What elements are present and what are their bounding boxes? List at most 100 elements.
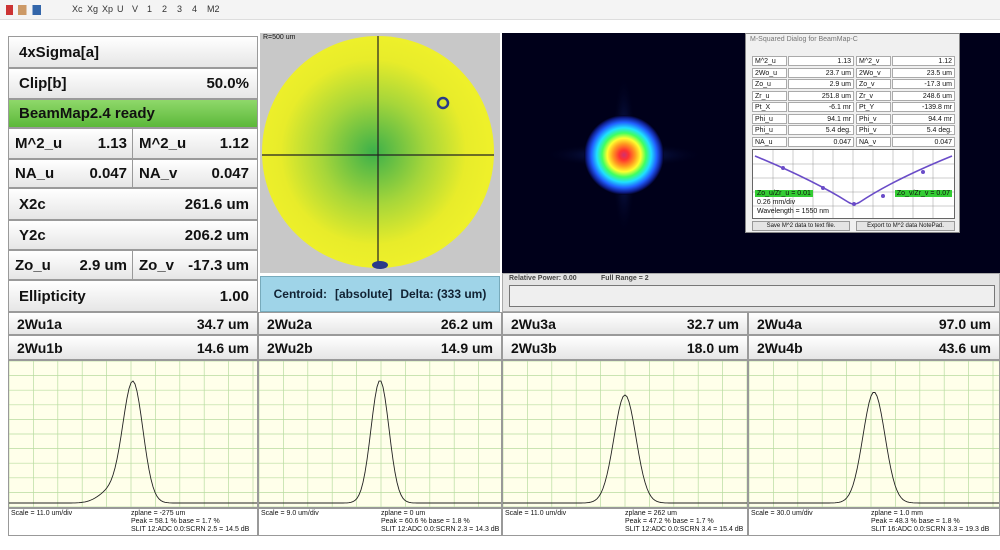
left-panel: 4xSigma[a] Clip[b] 50.0% BeamMap2.4 ready M^… bbox=[8, 36, 258, 312]
width-row: 2Wu2b 14.9 um bbox=[258, 335, 502, 360]
zplane-label: zplane = 262 um bbox=[625, 510, 677, 517]
toolbar-button[interactable]: Xc bbox=[72, 4, 83, 14]
metric-row: NA_u 0.047 NA_v 0.047 bbox=[8, 159, 258, 188]
slit-label: SLIT 12:ADC 0.0:SCRN 2.3 = 14.3 dB bbox=[381, 526, 500, 533]
profile-plot bbox=[502, 360, 749, 508]
dialog-label: Pt_X bbox=[752, 102, 787, 112]
row-label: NA_v bbox=[139, 165, 178, 182]
metric-row: M^2_u 1.13 M^2_u 1.12 bbox=[8, 128, 258, 159]
dialog-label: Zo_u bbox=[752, 79, 787, 89]
profile-svg bbox=[502, 360, 749, 508]
row-label: X2c bbox=[19, 195, 46, 213]
dialog-label: 2Wo_u bbox=[752, 67, 787, 78]
ratio-v: Zo_v/Zr_v = 0.07 bbox=[894, 190, 952, 197]
row-label: M^2_u bbox=[139, 135, 187, 152]
dialog-value: 2.9 um bbox=[788, 79, 854, 89]
width-value: 18.0 um bbox=[686, 339, 739, 356]
width-value: 26.2 um bbox=[440, 315, 493, 332]
toolbar-button[interactable]: 2 bbox=[162, 4, 168, 14]
relative-power: Relative Power: 0.00 bbox=[509, 275, 577, 282]
m2-plot bbox=[753, 150, 954, 218]
status-row: BeamMap2.4 ready bbox=[8, 99, 258, 128]
toolbar-button[interactable]: 1 bbox=[147, 4, 153, 14]
profile-svg bbox=[8, 360, 259, 508]
toolbar-button[interactable]: U bbox=[117, 4, 124, 14]
centroid-bar: Centroid: [absolute] Delta: (333 um) bbox=[260, 276, 500, 312]
row-value: 0.047 bbox=[211, 165, 249, 182]
width-row: 2Wu3a 32.7 um bbox=[502, 312, 748, 335]
dialog-label: Phi_v bbox=[856, 125, 891, 135]
toolbar-button[interactable]: Xg bbox=[87, 4, 99, 14]
toolbar-button[interactable]: 4 bbox=[192, 4, 198, 14]
toolbar-icons bbox=[6, 5, 66, 15]
profile-footer: Scale = 11.0 um/div zplane = -275 um Peak … bbox=[8, 508, 258, 536]
dialog-plot: Zo_u/Zr_u = 0.01 Zo_v/Zr_v = 0.07 0.26 m… bbox=[752, 149, 955, 219]
width-label: 2Wu2a bbox=[267, 315, 312, 332]
scale-label: Scale = 11.0 um/div bbox=[505, 510, 567, 517]
toolbar-button[interactable]: 3 bbox=[177, 4, 183, 14]
row-label: Zo_u bbox=[15, 256, 51, 274]
dialog-value: 248.6 um bbox=[892, 90, 955, 101]
dialog-label: NA_u bbox=[752, 136, 787, 147]
row-value: -17.3 um bbox=[188, 256, 249, 274]
centroid-mode[interactable]: [absolute] bbox=[334, 287, 393, 301]
beam-spot bbox=[584, 115, 664, 195]
row-value: 50.0% bbox=[206, 75, 249, 92]
slit-label: SLIT 12:ADC 0.0:SCRN 3.4 = 15.4 dB bbox=[625, 526, 744, 533]
width-value: 32.7 um bbox=[686, 315, 739, 332]
metric-row: Clip[b] 50.0% bbox=[8, 68, 258, 99]
dialog-value: 23.7 um bbox=[788, 67, 854, 78]
row-value: 2.9 um bbox=[79, 256, 127, 274]
dialog-value: 1.12 bbox=[892, 56, 955, 66]
profile-plot bbox=[8, 360, 259, 508]
width-value: 14.9 um bbox=[440, 339, 493, 356]
row-divider bbox=[132, 160, 133, 187]
save-button[interactable]: Save M^2 data to text file. bbox=[752, 221, 850, 231]
dialog-value: 5.4 deg. bbox=[892, 125, 955, 135]
dialog-label: NA_v bbox=[856, 136, 891, 147]
width-value: 14.6 um bbox=[196, 339, 249, 356]
dialog-label: Zo_v bbox=[856, 79, 891, 89]
row-value: 1.13 bbox=[97, 135, 127, 152]
peak-label: Peak = 47.2 % base = 1.7 % bbox=[625, 518, 714, 525]
row-label: Y2c bbox=[19, 226, 46, 244]
width-label: 2Wu4b bbox=[757, 339, 803, 356]
export-button[interactable]: Export to M^2 data NotePad. bbox=[856, 221, 955, 231]
width-row: 2Wu3b 18.0 um bbox=[502, 335, 748, 360]
width-row: 2Wu4a 97.0 um bbox=[748, 312, 1000, 335]
scale-label: Scale = 30.0 um/div bbox=[751, 510, 813, 517]
profile-curve bbox=[503, 394, 747, 504]
dialog-value: -6.1 mr bbox=[788, 102, 854, 112]
width-value: 97.0 um bbox=[938, 315, 991, 332]
dialog-value: -17.3 um bbox=[892, 79, 955, 89]
width-label: 2Wu4a bbox=[757, 315, 802, 332]
toolbar-button[interactable]: V bbox=[132, 4, 139, 14]
dialog-table: M^2_u 1.13 M^2_v 1.12 2Wo_u 23.7 um 2Wo_v 23.5 … bbox=[752, 56, 955, 148]
dialog-label: Phi_u bbox=[752, 113, 787, 124]
power-meter bbox=[509, 285, 995, 307]
row-label: NA_u bbox=[15, 165, 55, 182]
zplane-label: zplane = 0 um bbox=[381, 510, 426, 517]
row-divider bbox=[132, 251, 133, 279]
reference-marker bbox=[372, 261, 388, 269]
toolbar-button[interactable]: M2 bbox=[207, 4, 220, 14]
toolbar-button[interactable]: Xp bbox=[102, 4, 114, 14]
scale-label: Scale = 9.0 um/div bbox=[261, 510, 319, 517]
zplane-label: zplane = 1.0 mm bbox=[871, 510, 923, 517]
profile-curve bbox=[9, 380, 257, 504]
scale-label: Scale = 11.0 um/div bbox=[11, 510, 73, 517]
profile-plot bbox=[748, 360, 1000, 508]
peak-label: Peak = 48.3 % base = 1.8 % bbox=[871, 518, 960, 525]
row-value: 1.12 bbox=[219, 135, 249, 152]
width-row: 2Wu1b 14.6 um bbox=[8, 335, 258, 360]
dialog-label: Zr_v bbox=[856, 90, 891, 101]
profile-svg bbox=[258, 360, 503, 508]
metric-row: Zo_u 2.9 um Zo_v -17.3 um bbox=[8, 250, 258, 280]
width-row: 2Wu2a 26.2 um bbox=[258, 312, 502, 335]
dialog-label: Phi_u bbox=[752, 125, 787, 135]
toolbar: Xc Xg Xp U V 1 2 3 4 M2 bbox=[0, 0, 1000, 20]
width-label: 2Wu2b bbox=[267, 339, 313, 356]
metric-row: Y2c 206.2 um bbox=[8, 220, 258, 250]
dialog-value: -139.8 mr bbox=[892, 102, 955, 112]
m-squared-dialog: M-Squared Dialog for BeamMap-C M^2_u 1.13… bbox=[745, 33, 960, 233]
